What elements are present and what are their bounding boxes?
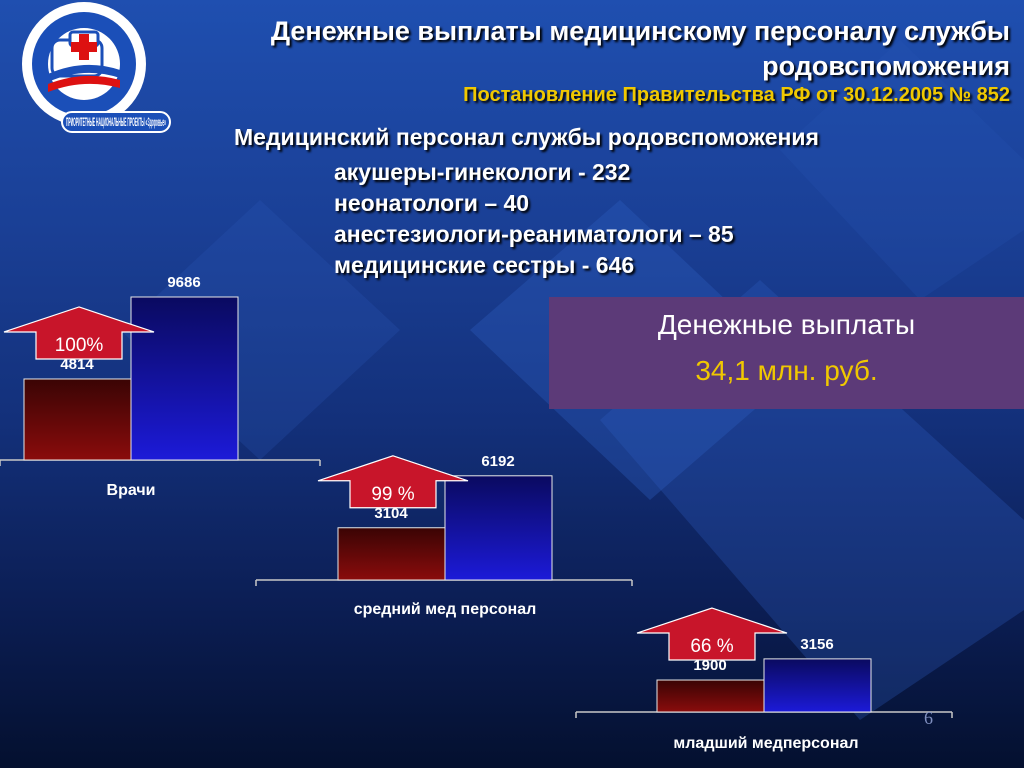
increase-label: 99 % bbox=[371, 484, 414, 505]
bar-value-label: 3104 bbox=[374, 505, 408, 522]
bar-after bbox=[763, 658, 872, 713]
payout-label: Денежные выплаты bbox=[657, 309, 916, 340]
page-subtitle: Постановление Правительства РФ от 30.12.… bbox=[463, 84, 1010, 106]
increase-label: 66 % bbox=[690, 636, 733, 657]
category-label: Врачи bbox=[107, 482, 156, 499]
logo-text: ПРИОРИТЕТНЫЕ НАЦИОНАЛЬНЫЕ ПРОЕКТЫ «Здоро… bbox=[66, 115, 166, 129]
increase-label: 100% bbox=[55, 335, 104, 356]
staff-item: акушеры-гинекологи - 232 bbox=[334, 159, 631, 185]
staff-list: акушеры-гинекологи - 232 неонатологи – 4… bbox=[334, 157, 734, 281]
staff-item: анестезиологи-реаниматологи – 85 bbox=[334, 221, 734, 247]
bar-value-label: 3156 bbox=[800, 636, 833, 653]
increase-arrow-icon bbox=[636, 607, 788, 661]
bar-after bbox=[444, 475, 553, 581]
increase-arrow-icon bbox=[3, 306, 155, 360]
payout-box: Денежные выплаты 34,1 млн. руб. bbox=[549, 297, 1024, 409]
bar-value-label: 4814 bbox=[60, 356, 94, 373]
category-label: средний мед персонал bbox=[354, 601, 537, 618]
bar-value-label: 6192 bbox=[481, 453, 514, 470]
page-title: Денежные выплаты медицинскому персоналу … bbox=[270, 16, 1010, 81]
bar-value-label: 1900 bbox=[693, 657, 726, 674]
bar-value-label: 9686 bbox=[167, 274, 200, 291]
staff-heading: Медицинский персонал службы родовспоможе… bbox=[234, 124, 819, 150]
bar-before bbox=[337, 527, 446, 581]
increase-arrow-icon bbox=[317, 455, 469, 509]
payout-amount: 34,1 млн. руб. bbox=[695, 355, 878, 386]
staff-item: неонатологи – 40 bbox=[334, 190, 530, 216]
bar-after bbox=[130, 296, 239, 461]
category-label: младший медперсонал bbox=[673, 735, 858, 752]
slide-number: 6 bbox=[924, 708, 933, 728]
bar-before bbox=[23, 378, 132, 461]
staff-item: медицинские сестры - 646 bbox=[334, 252, 635, 278]
bar-before bbox=[656, 679, 765, 713]
logo: ПРИОРИТЕТНЫЕ НАЦИОНАЛЬНЫЕ ПРОЕКТЫ «Здоро… bbox=[22, 2, 171, 133]
